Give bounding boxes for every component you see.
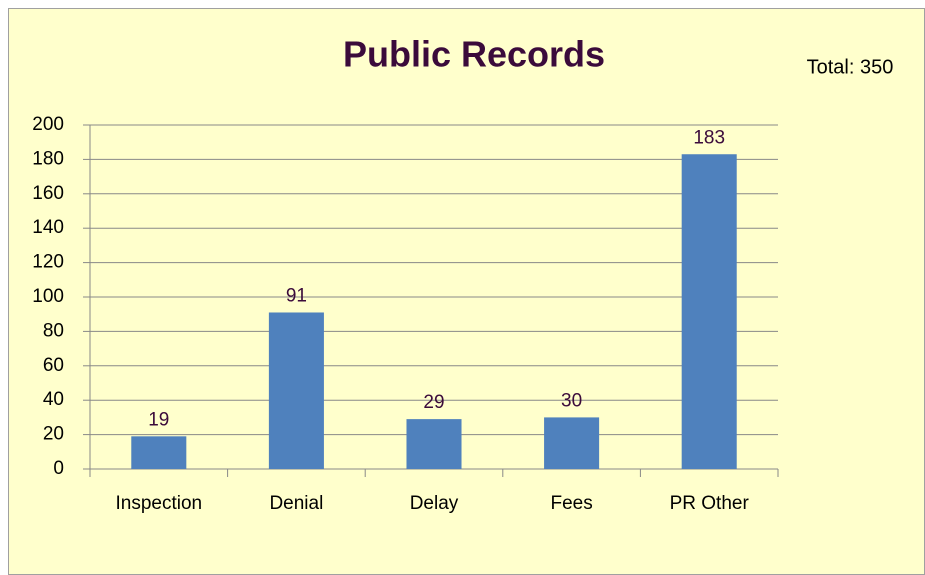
x-tick-label: Delay bbox=[410, 493, 459, 514]
data-label: 30 bbox=[561, 390, 582, 411]
bar bbox=[544, 417, 600, 469]
y-tick-label: 40 bbox=[43, 389, 64, 410]
y-tick-label: 100 bbox=[32, 286, 64, 307]
x-tick-label: Fees bbox=[550, 493, 592, 514]
bar bbox=[268, 312, 324, 469]
y-tick-label: 200 bbox=[32, 114, 64, 135]
y-tick-label: 120 bbox=[32, 252, 64, 273]
y-tick-label: 160 bbox=[32, 183, 64, 204]
y-tick-label: 180 bbox=[32, 148, 64, 169]
data-label: 29 bbox=[423, 392, 444, 413]
bar bbox=[131, 436, 187, 469]
x-tick-label: PR Other bbox=[670, 493, 750, 514]
y-tick-label: 0 bbox=[53, 458, 64, 479]
data-label: 91 bbox=[286, 285, 307, 306]
bar bbox=[681, 154, 737, 470]
data-label: 183 bbox=[693, 127, 725, 148]
bar bbox=[406, 419, 462, 469]
chart-background bbox=[8, 8, 925, 575]
x-tick-label: Inspection bbox=[115, 493, 202, 514]
y-tick-label: 20 bbox=[43, 424, 64, 445]
total-annotation: Total: 350 bbox=[807, 56, 894, 78]
x-tick-label: Denial bbox=[269, 493, 323, 514]
chart-title: Public Records bbox=[343, 34, 605, 75]
y-tick-label: 80 bbox=[43, 320, 64, 341]
y-tick-label: 140 bbox=[32, 217, 64, 238]
data-label: 19 bbox=[148, 409, 169, 430]
y-tick-label: 60 bbox=[43, 355, 64, 376]
